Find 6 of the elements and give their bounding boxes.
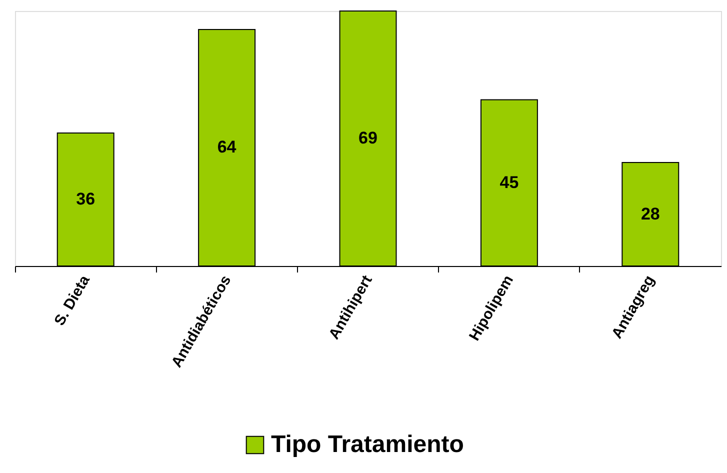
data-label: 28: [640, 204, 660, 224]
data-label: 69: [358, 128, 378, 148]
data-label: 64: [217, 138, 237, 157]
legend-label: Tipo Tratamiento: [271, 431, 464, 458]
data-label: 45: [500, 172, 519, 192]
data-label: 36: [76, 189, 96, 208]
